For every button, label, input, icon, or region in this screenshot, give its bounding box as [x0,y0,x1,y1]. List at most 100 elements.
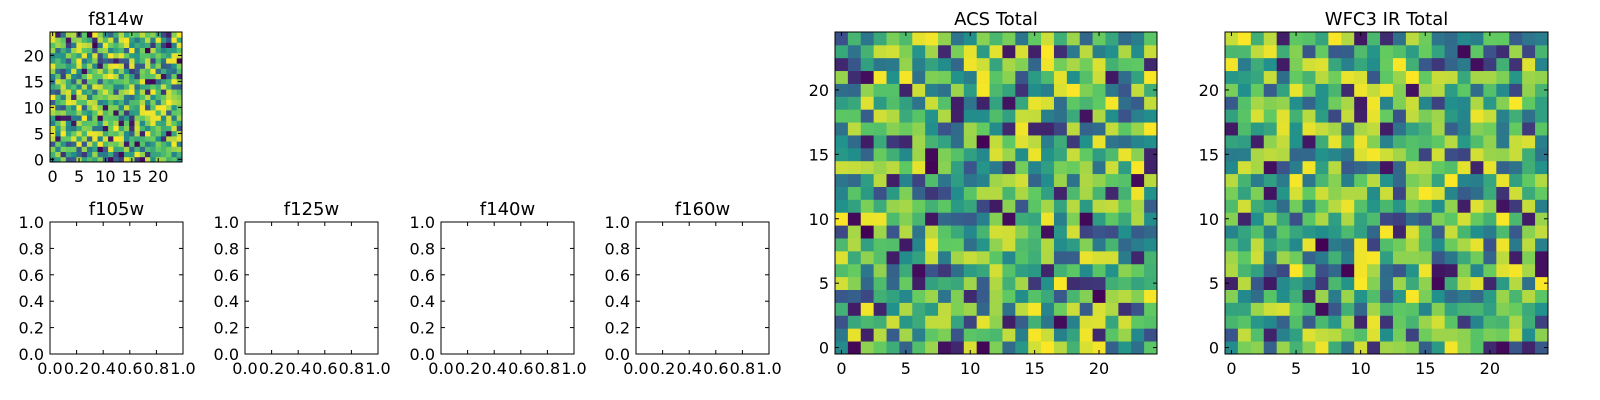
heatmap-cell [171,42,178,48]
heatmap-cell [81,120,88,126]
heatmap-cell [123,156,130,163]
heatmap-cell [92,32,98,38]
heatmap-cell [1522,212,1536,226]
heatmap-cell [65,32,72,38]
heatmap-cell [1053,212,1068,226]
heatmap-cell [1496,83,1510,97]
heatmap-cell [1328,276,1342,290]
heatmap-cell [1015,96,1029,110]
heatmap-cell [1002,328,1016,342]
heatmap-cell [160,68,167,74]
heatmap-cell [171,89,178,95]
heatmap-cell [1144,315,1158,329]
heatmap-cell [899,341,913,355]
heatmap-cell [1263,160,1278,175]
heatmap-cell [1079,70,1093,84]
heatmap-cell [1144,276,1158,290]
heatmap-cell [134,115,141,121]
heatmap-cell [118,115,125,121]
heatmap-cell [166,115,172,121]
heatmap-cell [139,89,146,95]
heatmap-cell [1041,83,1055,97]
heatmap-cell [1354,122,1368,136]
heatmap-cell [1066,186,1081,200]
heatmap-cell [1367,238,1381,252]
heatmap-cell [860,160,875,175]
heatmap-cell [847,250,862,265]
heatmap-cell [976,160,990,175]
heatmap-cell [1431,160,1446,175]
heatmap-cell [1341,135,1355,149]
heatmap-cell [113,110,120,116]
heatmap-cell [963,315,978,329]
heatmap-cell [1496,32,1510,46]
heatmap-cell [1263,289,1278,303]
heatmap-cell [81,146,88,152]
heatmap-cell [166,84,172,90]
heatmap-cell [1483,250,1497,265]
heatmap-cell [155,120,162,126]
heatmap-cell [1470,225,1484,239]
heatmap-cell [176,32,183,38]
heatmap-cell [60,84,67,90]
heatmap-cell [1535,44,1549,59]
heatmap-cell [160,146,167,152]
heatmap-cell [108,47,114,54]
heatmap-cell [912,225,926,239]
heatmap-cell [76,78,83,85]
heatmap-cell [989,315,1003,329]
heatmap-cell [1131,199,1145,213]
heatmap-cell [1496,173,1510,187]
heatmap-cell [171,68,178,74]
heatmap-cell [1328,70,1342,84]
heatmap-cell [113,130,120,137]
heatmap-cell [1028,173,1042,187]
heatmap-cell [1105,212,1119,226]
heatmap-cell [1470,147,1484,162]
heatmap-cell [989,212,1003,226]
heatmap-cell [976,341,990,355]
heatmap-cell [912,186,926,200]
heatmap-cell [847,44,862,59]
heatmap-cell [71,99,77,106]
heatmap-cell [860,109,875,123]
heatmap-cell [1457,212,1471,226]
heatmap-cell [108,130,114,137]
heatmap-cell [97,84,104,90]
heatmap-cell [1457,315,1471,329]
heatmap-cell [1444,135,1458,149]
heatmap-cell [1341,44,1355,59]
heatmap-cell [1289,276,1303,290]
heatmap-cell [166,42,172,48]
heatmap-cell [1028,225,1042,239]
heatmap-cell [60,146,67,152]
heatmap-cell [76,125,83,132]
heatmap-cell [1237,32,1252,46]
heatmap-cell [166,94,172,100]
heatmap-cell [76,104,83,111]
heatmap-cell [1418,173,1433,187]
heatmap-cell [1237,186,1252,200]
panel-title: f105w [89,199,144,220]
panel-title: f814w [88,9,143,30]
heatmap-cell [1041,186,1055,200]
y-tick-label: 15 [809,145,829,164]
heatmap-cell [108,78,114,85]
heatmap-cell [145,89,151,95]
heatmap-cell [1105,315,1119,329]
heatmap-cell [139,73,146,80]
heatmap-cell [123,125,130,132]
heatmap-cell [1053,199,1068,213]
heatmap-cell [1302,225,1316,239]
heatmap-cell [166,99,172,106]
heatmap-cell [1002,341,1016,355]
heatmap-cell [86,78,93,85]
heatmap-cell [1263,238,1278,252]
heatmap-cell [60,130,67,137]
heatmap-cell [938,57,952,72]
heatmap-cell [1144,289,1158,303]
heatmap-cell [860,263,875,278]
heatmap-cell [97,110,104,116]
heatmap-cell [847,276,862,290]
